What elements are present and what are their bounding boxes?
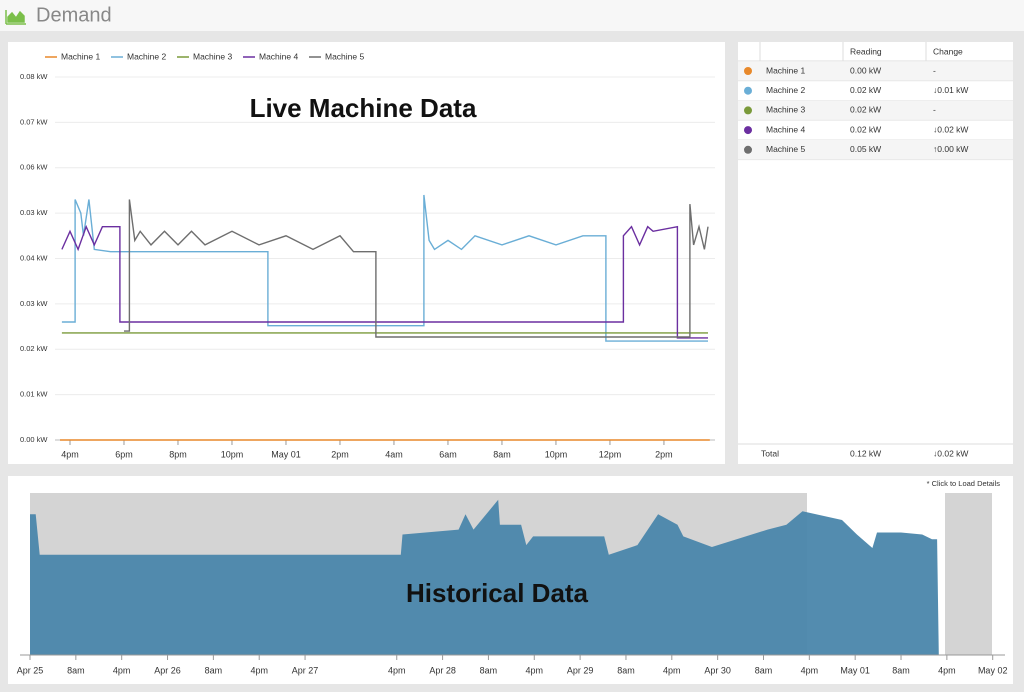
live-chart: 0.00 kW 0.01 kW 0.02 kW 0.03 kW 0.04 kW 0.03 … (20, 51, 715, 459)
row-stripe (738, 61, 1013, 81)
x-tick-label: Apr 25 (17, 665, 44, 675)
x-tick-label: 4pm (663, 665, 681, 675)
x-tick-label: 4pm (938, 665, 956, 675)
total-reading: 0.12 kW (850, 448, 881, 458)
x-tick-label: 4pm (250, 665, 268, 675)
x-tick-label: 4pm (801, 665, 819, 675)
header-title: Demand (36, 4, 112, 26)
row-reading: 0.02 kW (850, 105, 881, 115)
x-tick-label: 6am (439, 449, 457, 459)
x-tick-label: 2pm (331, 449, 349, 459)
x-tick-label: 8pm (169, 449, 187, 459)
y-tick-label: 0.01 kW (20, 390, 48, 399)
y-tick-label: 0.08 kW (20, 72, 48, 81)
x-tick-label: Apr 28 (429, 665, 456, 675)
row-dot (744, 86, 752, 95)
row-stripe (738, 100, 1013, 121)
x-tick-label: 12pm (599, 449, 622, 459)
row-name: Machine 5 (766, 144, 805, 154)
header-bar (0, 0, 1024, 31)
x-tick-label: 10pm (545, 449, 568, 459)
total-change: ↓0.02 kW (933, 448, 968, 458)
row-reading: 0.00 kW (850, 65, 881, 75)
column-header: Reading (850, 46, 882, 56)
total-label: Total (761, 448, 779, 458)
row-stripe (738, 140, 1013, 160)
row-dot (744, 106, 752, 115)
x-tick-label: 8am (493, 449, 511, 459)
row-dot (744, 67, 752, 75)
row-reading: 0.02 kW (850, 124, 881, 134)
row-change: - (933, 65, 936, 75)
y-tick-label: 0.03 kW (20, 299, 48, 308)
x-tick-label: Apr 26 (154, 665, 181, 675)
x-tick-label: Apr 27 (292, 665, 319, 675)
x-tick-label: 4pm (61, 449, 79, 459)
machine-table: Reading Change Machine 1 0.00 kW - Machine 2 0… (738, 42, 1013, 458)
row-change: ↑0.00 kW (933, 144, 968, 154)
x-tick-label: 4pm (113, 665, 131, 675)
overlay-title: Live Machine Data (250, 93, 477, 123)
y-tick-label: 0.03 kW (20, 208, 48, 217)
legend-label: Machine 5 (325, 51, 364, 61)
row-reading: 0.05 kW (850, 144, 881, 154)
history-area (30, 499, 939, 655)
row-dot (744, 126, 752, 135)
legend-label: Machine 1 (61, 51, 100, 61)
row-name: Machine 3 (766, 105, 805, 115)
column-header: Change (933, 46, 963, 56)
y-tick-label: 0.06 kW (20, 163, 48, 172)
x-tick-label: 4pm (526, 665, 544, 675)
series-line (61, 224, 708, 339)
y-tick-label: 0.02 kW (20, 344, 48, 353)
x-tick-label: 8am (205, 665, 223, 675)
row-change: ↓0.01 kW (933, 85, 968, 95)
row-name: Machine 2 (766, 85, 805, 95)
x-tick-label: 8am (892, 665, 910, 675)
x-tick-label: 8am (617, 665, 635, 675)
legend-label: Machine 3 (193, 51, 232, 61)
x-tick-label: 2pm (655, 449, 673, 459)
row-dot (744, 145, 752, 154)
row-change: - (933, 105, 936, 115)
x-tick-label: Apr 29 (567, 665, 594, 675)
row-change: ↓0.02 kW (933, 124, 968, 134)
x-tick-label: 6pm (115, 449, 133, 459)
x-tick-label: 8am (67, 665, 85, 675)
x-tick-label: May 02 (978, 665, 1008, 675)
unloaded-band[interactable] (945, 493, 992, 655)
history-chart: Apr 25 8am 4pm Apr 26 8am 4pm Apr 27 4pm Apr 28 8… (17, 479, 1008, 675)
y-tick-label: 0.04 kW (20, 253, 48, 262)
legend-label: Machine 4 (259, 51, 298, 61)
y-tick-label: 0.00 kW (20, 435, 48, 444)
x-tick-label: May 01 (271, 449, 301, 459)
load-note: * Click to Load Details (927, 479, 1001, 488)
x-tick-label: 8am (755, 665, 773, 675)
x-tick-label: 4am (385, 449, 403, 459)
overlay-title: Historical Data (406, 578, 589, 608)
y-tick-label: 0.07 kW (20, 117, 48, 126)
row-name: Machine 4 (766, 124, 805, 134)
header-icon (5, 10, 26, 25)
x-tick-label: 4pm (388, 665, 406, 675)
x-tick-label: 10pm (221, 449, 244, 459)
row-reading: 0.02 kW (850, 85, 881, 95)
x-tick-label: Apr 30 (704, 665, 731, 675)
legend-label: Machine 2 (127, 51, 166, 61)
series-line (124, 199, 709, 338)
series-line (61, 194, 708, 342)
x-tick-label: May 01 (840, 665, 870, 675)
x-tick-label: 8am (480, 665, 498, 675)
row-name: Machine 1 (766, 65, 805, 75)
